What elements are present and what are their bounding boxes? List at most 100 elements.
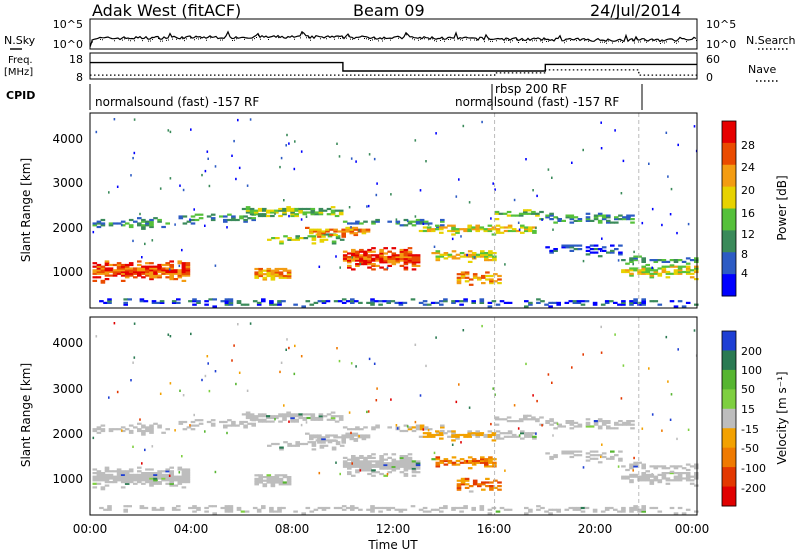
velocity-cell — [657, 465, 663, 468]
power-cell — [467, 229, 472, 233]
velocity-cell — [128, 473, 134, 476]
power-cell — [249, 211, 255, 214]
velocity-cell — [495, 430, 501, 433]
velocity-cell — [194, 424, 200, 427]
power-cell — [451, 224, 456, 227]
velocity-cell — [295, 442, 300, 446]
velocity-cell — [494, 423, 500, 426]
power-cell — [614, 218, 619, 221]
velocity-cell — [141, 477, 146, 480]
velocity-cell — [367, 465, 372, 468]
power-cell — [349, 232, 355, 235]
power-cell — [112, 272, 118, 275]
velocity-cell — [326, 413, 332, 416]
power-cell — [177, 270, 183, 274]
velocity-cell — [358, 508, 363, 511]
velocity-cell — [141, 482, 146, 485]
velocity-cell — [403, 467, 409, 470]
velocity-cell — [345, 434, 350, 437]
velocity-cell — [593, 450, 599, 453]
power-cell — [310, 211, 316, 214]
velocity-cell — [169, 484, 174, 487]
velocity-cell — [141, 479, 146, 482]
power-cell — [506, 214, 512, 217]
velocity-cell — [358, 435, 360, 438]
velocity-cell — [347, 471, 352, 474]
power-cell — [321, 230, 326, 233]
power-cell — [330, 213, 336, 216]
velocity-cell — [342, 465, 348, 468]
velocity-cell — [336, 347, 338, 350]
power-cell — [614, 248, 619, 251]
velocity-cell — [379, 472, 384, 476]
power-cell — [128, 263, 134, 267]
power-cell — [383, 261, 388, 264]
velocity-cell — [298, 413, 303, 416]
power-cell — [569, 249, 575, 252]
power-cell — [601, 214, 607, 217]
power-cell — [606, 221, 611, 224]
velocity-cell — [108, 475, 114, 478]
power-cell — [423, 220, 429, 223]
power-cell — [124, 265, 130, 268]
velocity-cell — [104, 484, 110, 487]
velocity-cell — [204, 506, 209, 510]
power-cell — [532, 231, 537, 234]
power-cell — [366, 301, 371, 304]
power-cell — [157, 263, 162, 267]
velocity-cell — [345, 432, 350, 435]
power-cell — [123, 301, 128, 304]
velocity-cell — [224, 510, 230, 513]
power-cell — [419, 220, 425, 223]
power-cell — [511, 229, 517, 233]
power-cell — [159, 300, 165, 303]
velocity-cell — [456, 483, 462, 486]
power-cell — [318, 209, 324, 212]
velocity-cell — [290, 418, 295, 421]
power-cell — [593, 244, 599, 247]
power-cell — [274, 274, 280, 278]
velocity-cell — [149, 472, 154, 475]
power-cell — [145, 274, 150, 277]
velocity-cell — [108, 470, 114, 473]
power-cell — [464, 273, 470, 276]
power-cell — [399, 259, 405, 262]
velocity-cell — [403, 460, 409, 463]
velocity-cell — [626, 423, 631, 426]
velocity-cell — [128, 431, 134, 434]
power-cell — [398, 303, 404, 306]
power-cell — [306, 207, 312, 211]
velocity-cell — [606, 425, 611, 428]
velocity-cell — [257, 420, 263, 423]
power-cell — [157, 276, 162, 279]
velocity-cell — [130, 379, 132, 382]
power-cell — [597, 219, 603, 222]
power-cell — [271, 237, 276, 240]
velocity-cell — [116, 477, 122, 480]
velocity-cell — [422, 432, 428, 435]
power-cell — [593, 218, 599, 221]
power-cell — [350, 298, 355, 301]
power-cell — [149, 225, 154, 229]
velocity-cell — [295, 441, 300, 444]
velocity-cell — [355, 428, 360, 431]
velocity-cell — [399, 456, 405, 459]
power-cell — [629, 259, 634, 262]
power-cell — [387, 264, 392, 267]
velocity-ylabel: Slant Range [km] — [19, 363, 33, 467]
velocity-cell — [399, 462, 405, 465]
velocity-cell — [366, 508, 371, 511]
nsky-label: N.Sky — [4, 34, 36, 47]
velocity-cell — [451, 439, 456, 442]
power-cell — [161, 263, 166, 267]
velocity-cell — [553, 421, 558, 424]
power-cell — [120, 279, 126, 282]
velocity-cell — [677, 472, 683, 475]
power-cell — [637, 255, 642, 258]
power-cell — [341, 301, 347, 304]
velocity-cell — [363, 456, 368, 459]
power-cell — [367, 259, 372, 262]
power-cell — [545, 246, 550, 249]
power-cell — [318, 213, 324, 216]
power-cell — [282, 269, 288, 272]
